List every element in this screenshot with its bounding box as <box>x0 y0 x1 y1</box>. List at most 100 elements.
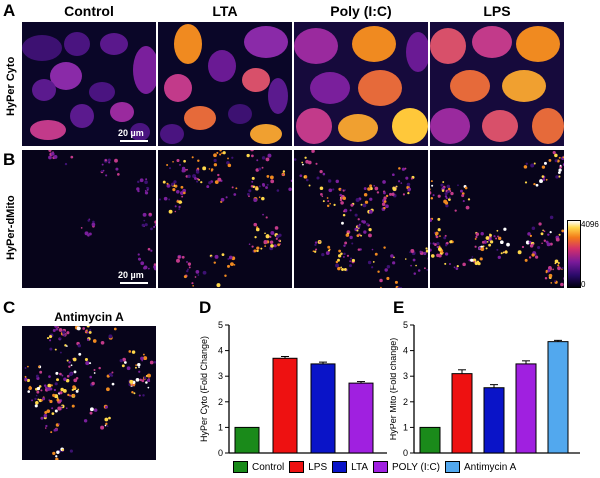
mito-speckle <box>235 187 238 190</box>
mito-speckle <box>543 161 547 165</box>
mito-speckle <box>64 162 68 166</box>
mito-speckle <box>175 189 180 194</box>
mito-speckle <box>502 251 505 254</box>
mito-speckle <box>315 248 318 251</box>
mito-speckle <box>261 196 265 201</box>
mito-speckle <box>438 253 442 258</box>
mito-speckle <box>521 245 525 249</box>
mito-speckle <box>174 210 177 213</box>
mito-speckle <box>337 266 341 271</box>
mito-speckle <box>327 245 331 249</box>
mito-speckle <box>111 382 115 386</box>
legend-item-lps: LPS <box>289 461 327 473</box>
legend-swatch <box>332 461 348 473</box>
mito-speckle <box>274 226 279 230</box>
y-tick-label: 4 <box>403 346 408 356</box>
mito-speckle <box>391 192 395 197</box>
mito-speckle <box>195 270 200 274</box>
chart-e: 0 1 2 3 4 5 HyPer Mito (Fold change) <box>390 320 580 458</box>
image-mito-lta <box>158 150 292 288</box>
mito-speckle <box>447 198 451 202</box>
mito-speckle <box>196 177 199 181</box>
mito-speckle <box>220 197 225 202</box>
mito-speckle <box>426 269 428 271</box>
mito-speckle <box>224 274 227 277</box>
scale-bar-label: 20 µm <box>118 270 144 280</box>
mito-speckle <box>338 249 342 253</box>
mito-speckle <box>261 166 264 169</box>
mito-speckle <box>178 205 181 208</box>
mito-speckle <box>46 337 50 340</box>
mito-speckle <box>35 394 38 397</box>
mito-speckle <box>326 204 330 208</box>
mito-speckle <box>391 173 395 177</box>
mito-speckle <box>49 339 52 342</box>
mito-speckle <box>87 219 90 222</box>
mito-speckle <box>343 244 346 247</box>
mito-speckle <box>545 269 548 273</box>
mito-speckle <box>357 248 361 251</box>
mito-speckle <box>548 159 552 162</box>
mito-speckle <box>231 156 234 159</box>
mito-speckle <box>350 257 353 260</box>
mito-speckle <box>341 268 344 271</box>
mito-speckle <box>40 399 43 402</box>
mito-speckle <box>253 222 258 227</box>
mito-speckle <box>269 240 274 244</box>
legend-swatch <box>445 461 460 473</box>
mito-speckle <box>27 390 31 393</box>
mito-speckle <box>525 240 530 245</box>
legend-label: LTA <box>351 461 369 473</box>
mito-speckle <box>318 240 321 243</box>
mito-speckle <box>431 184 434 187</box>
mito-speckle <box>412 258 416 262</box>
mito-speckle <box>50 431 53 434</box>
mito-speckle <box>557 264 560 267</box>
mito-speckle <box>261 183 265 187</box>
colorbar-min-label: 0 <box>581 280 586 289</box>
mito-speckle <box>43 384 47 387</box>
mito-speckle <box>450 191 454 196</box>
mito-speckle <box>558 233 561 236</box>
mito-speckle <box>504 250 508 254</box>
mito-speckle <box>437 194 441 198</box>
mito-speckle <box>557 261 560 265</box>
mito-speckle <box>312 250 315 253</box>
mito-speckle <box>527 232 531 236</box>
mito-speckle <box>208 168 211 170</box>
mito-speckle <box>266 234 270 238</box>
mito-speckle <box>84 231 89 236</box>
mito-speckle <box>314 250 317 253</box>
mito-speckle <box>444 252 449 256</box>
mito-speckle <box>192 284 194 287</box>
mito-speckle <box>140 261 145 266</box>
mito-speckle <box>77 388 80 391</box>
mito-speckle <box>497 255 501 260</box>
mito-speckle <box>493 235 496 238</box>
mito-speckle <box>136 187 140 191</box>
mito-speckle <box>148 267 150 270</box>
mito-speckle <box>154 220 156 224</box>
mito-speckle <box>24 378 28 382</box>
mito-speckle <box>138 366 140 369</box>
mito-speckle <box>197 167 199 170</box>
mito-speckle <box>104 417 109 422</box>
mito-speckle <box>443 236 447 240</box>
mito-speckle <box>389 192 392 196</box>
mito-speckle <box>137 257 142 261</box>
image-mito-lps <box>430 150 564 288</box>
mito-speckle <box>89 407 94 412</box>
panel-c-title: Antimycin A <box>54 310 124 324</box>
mito-speckle <box>124 361 127 364</box>
mito-speckle <box>85 361 90 366</box>
mito-speckle <box>457 184 459 187</box>
panel-letter-b: B <box>3 150 16 169</box>
mito-speckle <box>344 189 347 191</box>
y-tick-label: 1 <box>218 422 223 432</box>
mito-speckle <box>72 394 76 397</box>
mito-speckle <box>462 262 466 267</box>
mito-speckle <box>436 241 440 246</box>
mito-speckle <box>407 187 412 191</box>
y-tick-label: 3 <box>403 371 408 381</box>
mito-speckle <box>36 386 41 391</box>
